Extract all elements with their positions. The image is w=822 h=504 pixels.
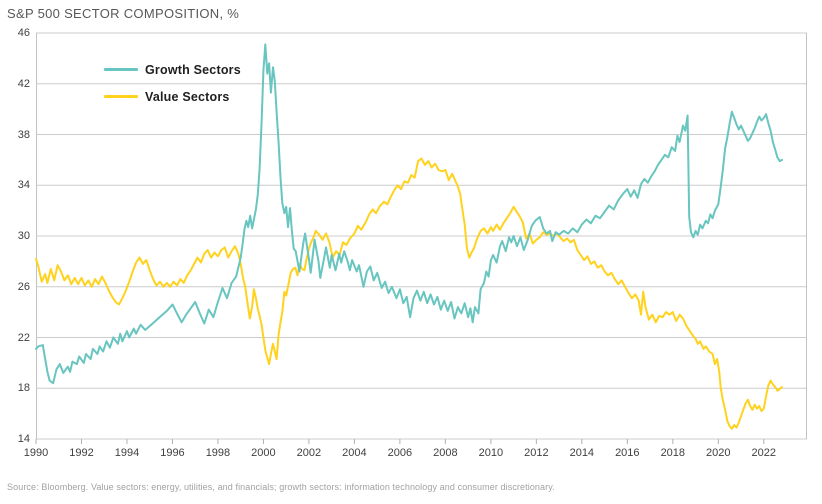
source-note: Source: Bloomberg. Value sectors: energy…	[7, 482, 555, 492]
x-tick-label-2000: 2000	[251, 447, 276, 459]
y-tick-label-38: 38	[17, 128, 30, 141]
legend-label-growth: Growth Sectors	[145, 62, 241, 77]
growth-sectors-line	[35, 43, 783, 385]
y-tick-label-30: 30	[17, 230, 30, 242]
x-tick-label-1990: 1990	[23, 447, 49, 459]
y-tick-label-18: 18	[17, 382, 30, 395]
y-tick-label-42: 42	[17, 77, 30, 90]
x-tick-label-2004: 2004	[342, 447, 367, 459]
x-tick-label-2014: 2014	[569, 447, 595, 459]
line-chart	[35, 32, 807, 444]
value-sectors-line	[35, 157, 783, 430]
x-tick-label-2022: 2022	[751, 447, 777, 459]
x-tick-label-2018: 2018	[660, 447, 686, 459]
x-tick-label-2012: 2012	[524, 447, 549, 459]
value-line-swatch	[104, 95, 138, 98]
chart-legend: Growth Sectors Value Sectors	[104, 56, 241, 110]
growth-line-swatch	[104, 68, 138, 71]
x-tick-label-2006: 2006	[387, 447, 413, 459]
y-tick-label-14: 14	[17, 433, 30, 445]
x-tick-label-2020: 2020	[706, 447, 731, 459]
legend-label-value: Value Sectors	[145, 89, 230, 104]
x-tick-label-2002: 2002	[296, 447, 322, 459]
x-tick-label-2008: 2008	[433, 447, 458, 459]
page-title: S&P 500 SECTOR COMPOSITION, %	[7, 6, 240, 21]
x-tick-label-1992: 1992	[69, 447, 94, 459]
plot-area	[35, 32, 807, 444]
legend-item-value: Value Sectors	[104, 83, 241, 110]
y-tick-label-46: 46	[17, 27, 30, 39]
x-tick-label-1994: 1994	[114, 447, 140, 459]
y-tick-label-22: 22	[17, 331, 30, 344]
x-tick-label-2016: 2016	[615, 447, 640, 459]
x-tick-label-1998: 1998	[205, 447, 231, 459]
y-tick-label-26: 26	[17, 280, 30, 293]
x-tick-label-2010: 2010	[478, 447, 504, 459]
x-tick-label-1996: 1996	[160, 447, 185, 459]
y-tick-label-34: 34	[17, 179, 30, 192]
legend-item-growth: Growth Sectors	[104, 56, 241, 83]
